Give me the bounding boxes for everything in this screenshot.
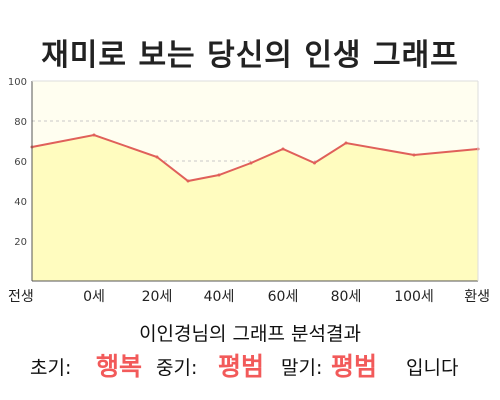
x-tick-label: 전생 xyxy=(8,289,34,305)
x-tick-label: 20세 xyxy=(142,289,173,305)
y-tick-label: 60 xyxy=(14,157,27,168)
data-point xyxy=(186,179,190,183)
late-value: 평범 xyxy=(331,352,378,381)
data-point xyxy=(344,141,348,145)
result-subtitle: 이인경님의 그래프 분석결과 xyxy=(139,323,361,345)
data-point xyxy=(249,161,253,165)
x-tick-label: 환생 xyxy=(464,289,490,305)
y-tick-labels: 20 40 60 80 100 xyxy=(8,77,27,248)
area-fill xyxy=(32,135,478,281)
y-tick-label: 80 xyxy=(14,117,27,128)
data-point xyxy=(155,155,159,159)
late-label: 말기: xyxy=(281,357,323,379)
x-tick-label: 0세 xyxy=(83,289,105,305)
x-tick-label: 100세 xyxy=(394,289,434,305)
area-layer xyxy=(30,133,480,281)
result-summary: 초기: 행복 중기: 평범 말기: 평범 입니다 xyxy=(0,347,500,381)
y-tick-label: 40 xyxy=(14,197,27,208)
axes xyxy=(31,80,479,282)
data-point xyxy=(412,153,416,157)
data-point xyxy=(92,133,96,137)
early-value: 행복 xyxy=(96,352,143,381)
y-tick-label: 20 xyxy=(14,237,27,248)
mid-label: 중기: xyxy=(156,357,198,379)
data-point xyxy=(313,161,316,165)
ending-text: 입니다 xyxy=(406,357,459,379)
x-tick-label: 80세 xyxy=(331,289,362,305)
early-label: 초기: xyxy=(30,357,72,379)
x-tick-label: 40세 xyxy=(204,289,235,305)
data-point xyxy=(217,173,221,177)
y-tick-label: 100 xyxy=(8,77,27,88)
life-graph-chart: 20 40 60 80 100 전생 0세 20세 40세 60세 80세 100세 환생 xyxy=(8,77,490,305)
x-tick-labels: 전생 0세 20세 40세 60세 80세 100세 환생 xyxy=(8,289,490,305)
x-tick-label: 60세 xyxy=(268,289,299,305)
mid-value: 평범 xyxy=(218,352,265,381)
data-point xyxy=(281,147,285,151)
chart-title: 재미로 보는 당신의 인생 그래프 xyxy=(41,38,459,73)
